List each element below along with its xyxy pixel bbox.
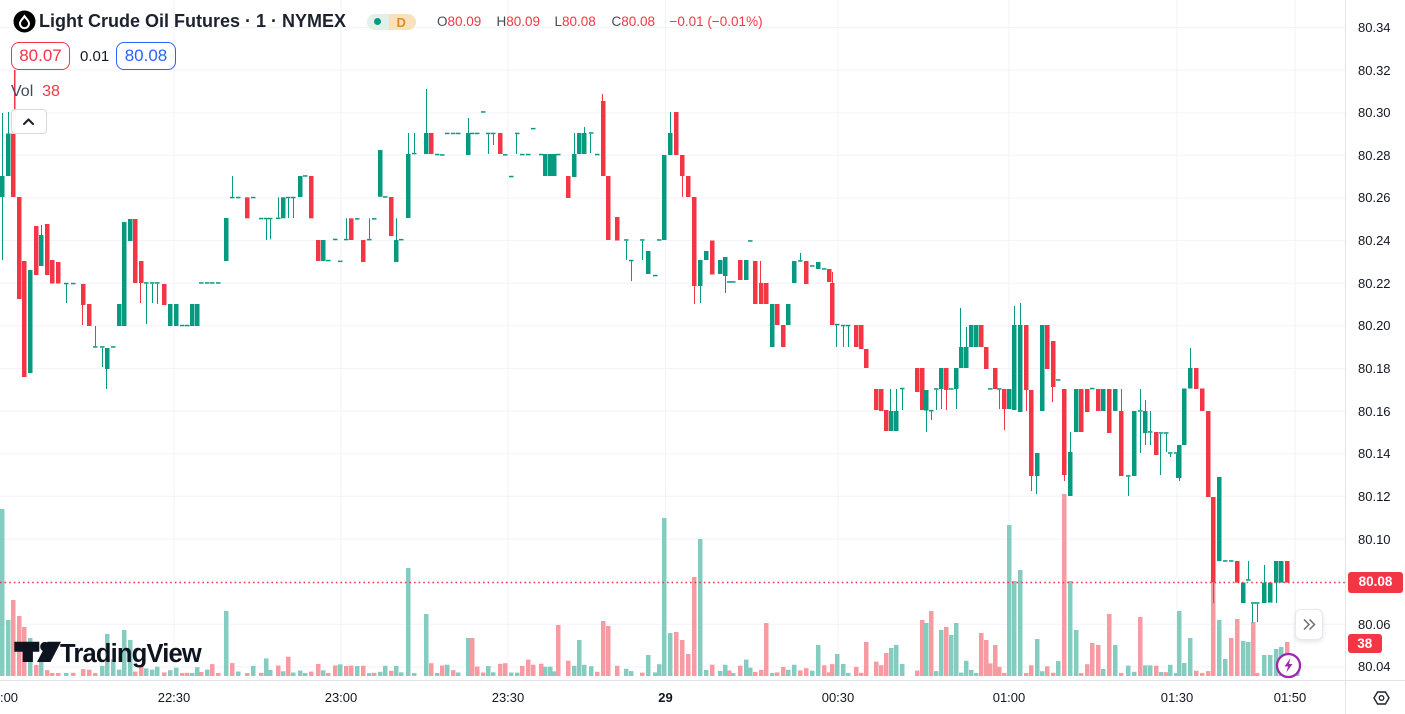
svg-text:TradingView: TradingView [60,640,202,668]
